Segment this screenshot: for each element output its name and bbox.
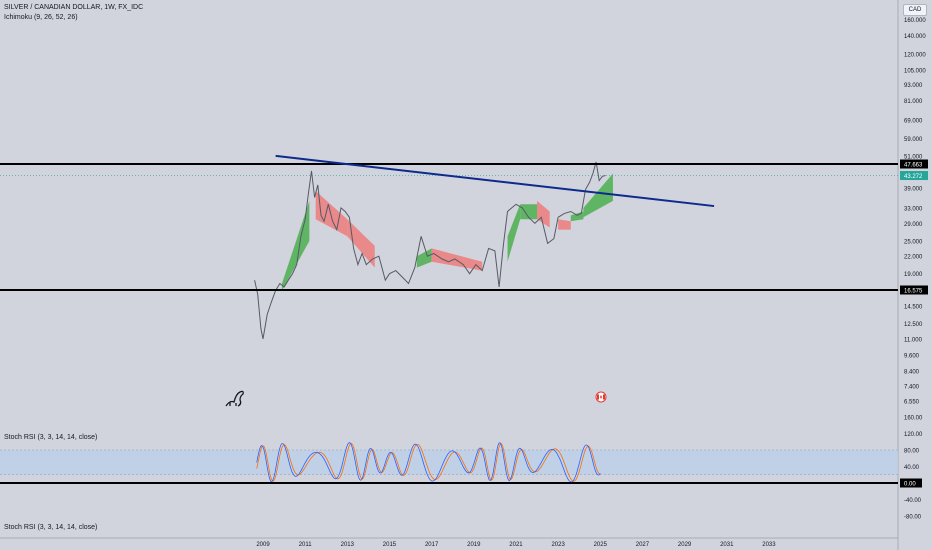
ichimoku-cloud-bear (537, 200, 550, 228)
price-tick-label: 69.000 (904, 118, 923, 124)
time-tick-label: 2031 (720, 542, 734, 548)
time-tick-label: 2021 (509, 542, 523, 548)
price-tick-label: 29.000 (904, 222, 923, 228)
level-price-label: 47.663 (904, 163, 923, 169)
price-tick-label: 81.000 (904, 99, 923, 105)
canada-flag-icon[interactable] (595, 391, 607, 403)
stoch-level-label: 0.00 (904, 482, 916, 488)
price-tick-label: 19.000 (904, 272, 923, 278)
price-tick-label: 25.000 (904, 239, 923, 245)
time-tick-label: 2029 (678, 542, 692, 548)
time-tick-label: 2019 (467, 542, 481, 548)
ichimoku-cloud-bull (416, 248, 432, 268)
ichimoku-indicator-label[interactable]: Ichimoku (9, 26, 52, 26) (4, 14, 78, 21)
stoch-rsi-label-2[interactable]: Stoch RSI (3, 3, 14, 14, close) (4, 524, 98, 531)
price-tick-label: 39.000 (904, 186, 923, 192)
time-tick-label: 2027 (636, 542, 650, 548)
descending-trendline (275, 154, 715, 208)
price-tick-label: 7.400 (904, 385, 920, 391)
axes: 160.000 140.000 120.000 105.000 93.000 81.000… (256, 18, 928, 548)
level-price-badge (900, 159, 928, 169)
stoch-tick-label: -80.00 (904, 515, 922, 521)
stoch-rsi-d-line (256, 442, 601, 482)
stoch-tick-label: 160.00 (904, 416, 923, 422)
time-tick-label: 2009 (256, 542, 270, 548)
price-tick-label: 160.000 (904, 18, 926, 24)
ichimoku-cloud-bull (583, 173, 613, 218)
ichimoku-cloud-bull (520, 204, 538, 220)
price-pane[interactable] (0, 154, 898, 339)
price-tick-label: 140.000 (904, 34, 926, 40)
ichimoku-cloud-bull (507, 204, 521, 262)
time-tick-label: 2033 (762, 542, 776, 548)
price-tick-label: 93.000 (904, 83, 923, 89)
time-tick-label: 2017 (425, 542, 439, 548)
stoch-rsi-pane[interactable] (0, 442, 898, 484)
price-tick-label: 9.600 (904, 354, 920, 360)
price-tick-label: 105.000 (904, 68, 926, 74)
price-tick-label: 6.550 (904, 399, 920, 405)
stoch-level-badge (900, 478, 922, 488)
price-series-line (254, 161, 606, 339)
price-tick-label: 51.000 (904, 154, 923, 160)
time-tick-label: 2023 (551, 542, 565, 548)
level-price-badge (900, 285, 928, 295)
stoch-rsi-k-line (256, 442, 601, 483)
price-tick-label: 120.000 (904, 52, 926, 58)
price-tick-label: 11.000 (904, 337, 923, 343)
ichimoku-cloud-bear (315, 191, 348, 237)
stoch-rsi-label-1[interactable]: Stoch RSI (3, 3, 14, 14, close) (4, 434, 98, 441)
stoch-tick-label: 40.00 (904, 465, 920, 471)
ichimoku-cloud-bear (347, 219, 375, 268)
stoch-rsi-band (0, 450, 898, 475)
dino-icon (225, 390, 244, 407)
ichimoku-cloud-bull (281, 200, 310, 291)
stoch-tick-label: 80.00 (904, 449, 920, 455)
symbol-title[interactable]: SILVER / CANADIAN DOLLAR, 1W, FX_IDC (4, 4, 144, 11)
price-tick-label: 33.000 (904, 206, 923, 212)
time-tick-label: 2011 (299, 542, 313, 548)
currency-badge[interactable]: CAD (903, 4, 927, 16)
ichimoku-cloud-bear (431, 248, 483, 271)
price-tick-label: 22.000 (904, 255, 923, 261)
stoch-tick-label: -40.00 (904, 498, 922, 504)
last-price-badge (900, 171, 928, 181)
price-tick-label: 8.400 (904, 370, 920, 376)
time-tick-label: 2015 (383, 542, 397, 548)
ichimoku-cloud-bear (558, 219, 571, 230)
time-tick-label: 2013 (341, 542, 355, 548)
last-price-label: 43.272 (904, 174, 923, 180)
price-tick-label: 12.500 (904, 322, 923, 328)
stoch-tick-label: 120.00 (904, 432, 923, 438)
price-tick-label: 14.500 (904, 304, 923, 310)
price-tick-label: 59.000 (904, 137, 923, 143)
time-tick-label: 2025 (594, 542, 608, 548)
level-price-label: 16.575 (904, 289, 923, 295)
